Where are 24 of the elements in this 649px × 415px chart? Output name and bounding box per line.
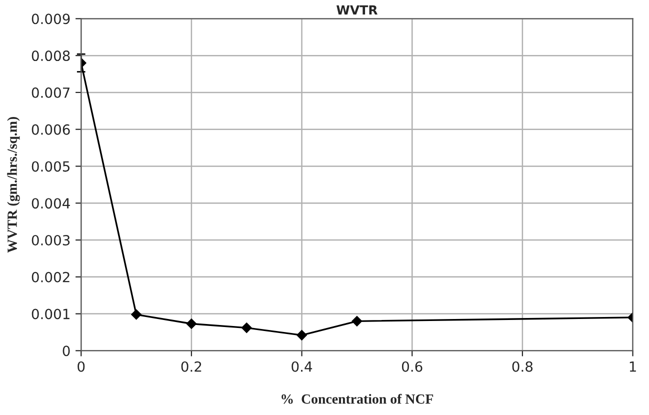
- y-tick-label: 0.008: [32, 50, 70, 62]
- y-tick-label: 0.006: [32, 124, 70, 135]
- y-axis-title: WVTR (gm./hrs./sq.m): [7, 116, 20, 253]
- point: [352, 316, 362, 326]
- x-tick-label: 0.6: [402, 361, 422, 372]
- y-tick-label: 0.009: [32, 14, 70, 24]
- x-tick-label: 0.4: [292, 361, 312, 372]
- point: [131, 309, 142, 320]
- x-axis-title: % Concentration of NCF: [282, 394, 434, 404]
- y-tick-label: 0.005: [32, 161, 70, 172]
- y-tick-label: 0.001: [32, 308, 70, 320]
- point: [242, 322, 252, 333]
- chart-title: WVTR: [336, 5, 378, 15]
- y-tick-label: 0.003: [32, 234, 70, 246]
- point: [186, 318, 197, 329]
- x-tick-label: 0.8: [512, 361, 533, 372]
- x-tick-label: 0.2: [181, 361, 202, 372]
- y-tick-label: 0.007: [32, 87, 70, 98]
- x-tick-label: 1: [630, 362, 636, 372]
- y-tick-label: 0.004: [32, 198, 70, 209]
- y-tick-label: 0: [62, 346, 70, 356]
- x-tick-label: 0: [78, 361, 85, 372]
- y-tick-label: 0.002: [32, 272, 70, 282]
- point: [296, 330, 307, 340]
